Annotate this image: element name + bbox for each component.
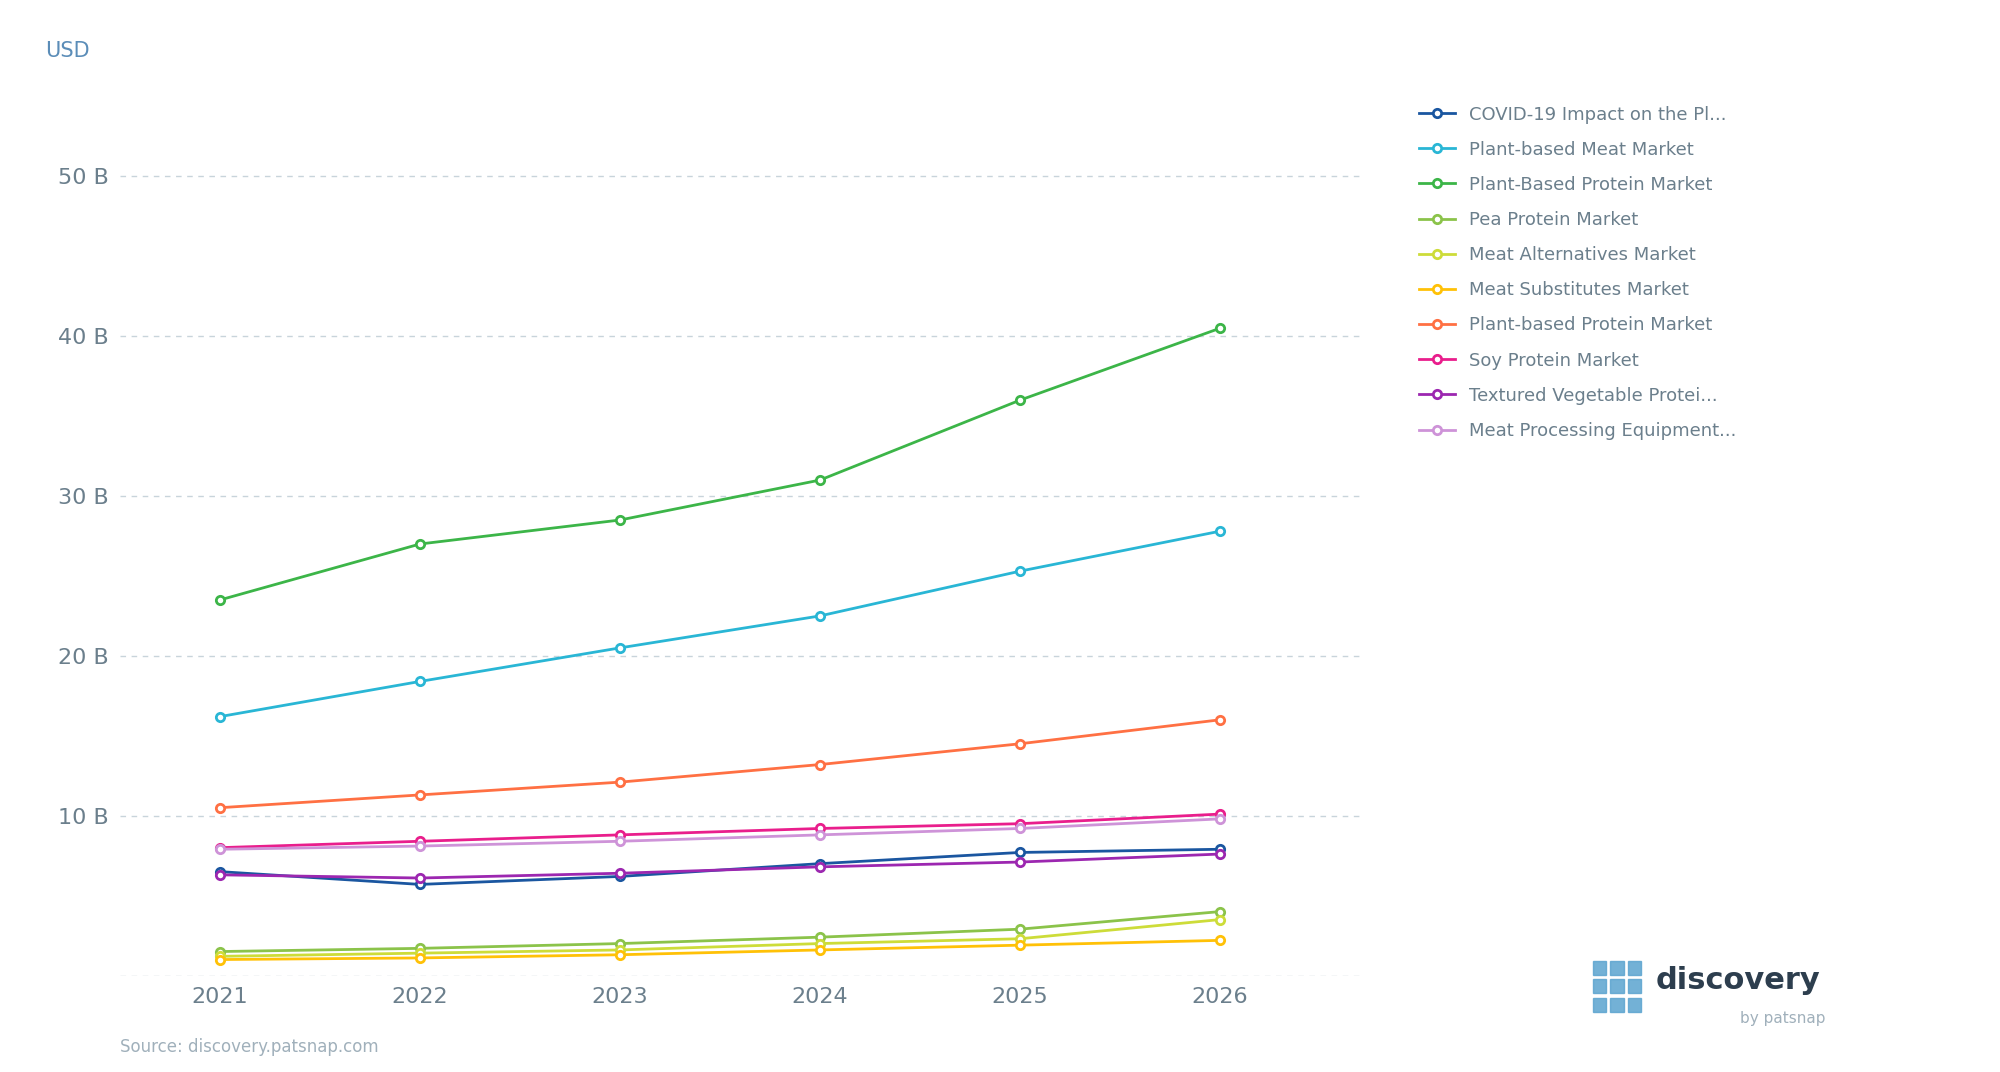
- Bar: [1610, 961, 1624, 974]
- Bar: [1610, 979, 1624, 994]
- Legend: COVID-19 Impact on the Pl..., Plant-based Meat Market, Plant-Based Protein Marke: COVID-19 Impact on the Pl..., Plant-base…: [1418, 105, 1736, 440]
- Bar: [1592, 979, 1606, 994]
- Bar: [1592, 961, 1606, 974]
- Bar: [1628, 998, 1642, 1012]
- Text: Source: discovery.patsnap.com: Source: discovery.patsnap.com: [120, 1038, 378, 1056]
- Bar: [1628, 961, 1642, 974]
- Text: USD: USD: [46, 42, 90, 61]
- Text: discovery: discovery: [1656, 966, 1820, 996]
- Bar: [1592, 998, 1606, 1012]
- Bar: [1628, 979, 1642, 994]
- Bar: [1610, 998, 1624, 1012]
- Text: by patsnap: by patsnap: [1740, 1011, 1826, 1026]
